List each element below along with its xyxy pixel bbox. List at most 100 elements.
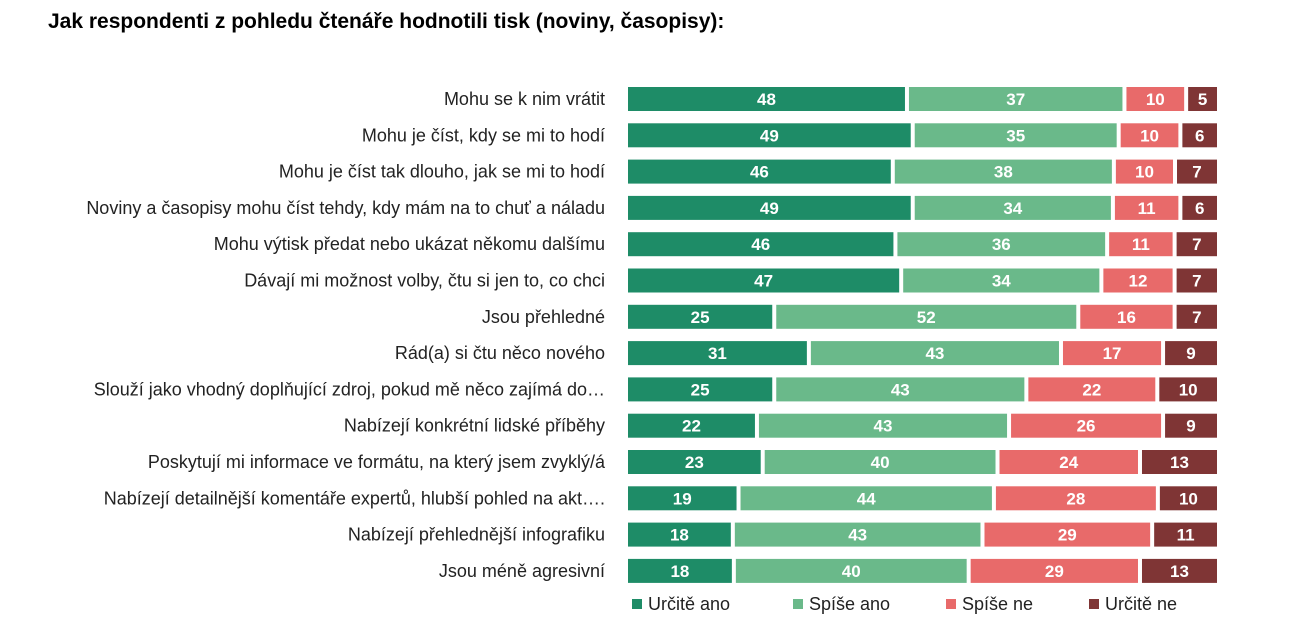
data-label: 7 [1192, 163, 1201, 182]
data-label: 49 [760, 199, 779, 218]
legend-swatch [1089, 599, 1099, 609]
category-label: Nabízejí konkrétní lidské příběhy [344, 416, 605, 436]
data-label: 10 [1179, 380, 1198, 399]
bar-segment [1182, 195, 1217, 220]
bar-segment [1154, 522, 1217, 547]
data-label: 29 [1045, 562, 1064, 581]
data-label: 16 [1117, 308, 1136, 327]
legend-label: Určitě ne [1105, 594, 1177, 614]
data-label: 37 [1006, 90, 1025, 109]
bar-segment [999, 450, 1138, 474]
data-label: 10 [1146, 90, 1165, 109]
bar-segment [776, 377, 1025, 402]
bar-segment [970, 558, 1138, 583]
data-label: 43 [874, 417, 893, 436]
data-label: 22 [1082, 380, 1101, 399]
data-label: 25 [691, 308, 710, 327]
bar-segment [1176, 232, 1217, 257]
data-label: 31 [708, 344, 727, 363]
data-label: 38 [994, 163, 1013, 182]
bar-segment [894, 159, 1112, 184]
data-label: 9 [1186, 417, 1195, 436]
legend-label: Spíše ano [809, 594, 890, 614]
bar-segment [1165, 341, 1217, 366]
bar-segment [776, 304, 1077, 329]
data-label: 49 [760, 126, 779, 145]
bar-segment [764, 450, 996, 474]
bar-segment [1115, 159, 1174, 184]
data-label: 23 [685, 453, 704, 472]
bar-segment [734, 522, 981, 547]
data-label: 11 [1132, 235, 1150, 254]
data-label: 5 [1198, 90, 1207, 109]
data-label: 26 [1077, 417, 1096, 436]
legend-label: Určitě ano [648, 594, 730, 614]
category-label: Mohu je číst, kdy se mi to hodí [362, 125, 605, 145]
data-label: 36 [992, 235, 1011, 254]
bar-segment [628, 341, 807, 366]
bar-segment [1141, 558, 1217, 583]
data-label: 25 [691, 380, 710, 399]
data-label: 10 [1135, 163, 1154, 182]
bar-segment [628, 123, 911, 148]
data-label: 13 [1170, 562, 1189, 581]
data-label: 10 [1140, 126, 1159, 145]
bar-segment [628, 413, 755, 438]
bar-segment [1141, 450, 1217, 474]
data-label: 35 [1006, 126, 1025, 145]
bar-segment [914, 195, 1111, 220]
bar-segment [903, 268, 1100, 293]
data-label: 43 [848, 526, 867, 545]
legend-swatch [632, 599, 642, 609]
bar-segment [984, 522, 1151, 547]
data-label: 43 [925, 344, 944, 363]
data-label: 44 [857, 489, 876, 508]
bar-segment [740, 486, 992, 511]
bar-segment [1182, 123, 1217, 148]
bar-segment [758, 413, 1008, 438]
legend-label: Spíše ne [962, 594, 1033, 614]
data-label: 34 [992, 272, 1011, 291]
bar-segment [1176, 304, 1217, 329]
data-label: 7 [1192, 308, 1201, 327]
bar-segment [1080, 304, 1173, 329]
bar-segment [628, 232, 894, 257]
category-label: Nabízejí přehlednější infografiku [348, 525, 605, 545]
category-label: Rád(a) si čtu něco nového [395, 343, 605, 363]
data-label: 11 [1138, 199, 1156, 218]
category-labels: Mohu se k nim vrátit Mohu je číst, kdy se… [86, 89, 606, 581]
bar-segment [1120, 123, 1179, 148]
bar-segment [1103, 268, 1173, 293]
data-label: 13 [1170, 453, 1189, 472]
category-label: Noviny a časopisy mohu číst tehdy, kdy m… [86, 198, 605, 218]
data-label: 12 [1129, 272, 1148, 291]
bar-segment [1126, 87, 1185, 111]
data-label: 18 [670, 562, 689, 581]
bar-segment [628, 159, 891, 184]
bar-area: 48 37 10 5 49 35 10 6 46 38 10 7 49 34 11 6 46 36 11 7 47 34 1… [628, 87, 1217, 583]
data-label: 22 [682, 417, 701, 436]
category-label: Slouží jako vhodný doplňující zdroj, pok… [94, 379, 605, 399]
bar-segment [628, 195, 911, 220]
data-label: 28 [1066, 489, 1085, 508]
data-label: 7 [1192, 272, 1201, 291]
data-label: 7 [1192, 235, 1201, 254]
category-label: Poskytují mi informace ve formátu, na kt… [148, 452, 606, 472]
data-label: 18 [670, 526, 689, 545]
category-label: Jsou méně agresivní [439, 561, 605, 581]
bar-segment [1159, 486, 1217, 511]
data-label: 40 [871, 453, 890, 472]
legend-swatch [793, 599, 803, 609]
bar-segment [995, 486, 1156, 511]
bar-segment [1159, 377, 1217, 402]
category-label: Mohu výtisk předat nebo ukázat někomu da… [214, 234, 605, 254]
category-label: Mohu se k nim vrátit [444, 89, 605, 109]
chart-title: Jak respondenti z pohledu čtenáře hodnot… [48, 10, 725, 33]
data-label: 40 [842, 562, 861, 581]
chart-legend: Určitě ano Spíše ano Spíše ne Určitě ne [632, 594, 1177, 614]
bar-segment [628, 450, 761, 474]
bar-segment [628, 304, 773, 329]
bar-segment [1011, 413, 1162, 438]
legend-swatch [946, 599, 956, 609]
